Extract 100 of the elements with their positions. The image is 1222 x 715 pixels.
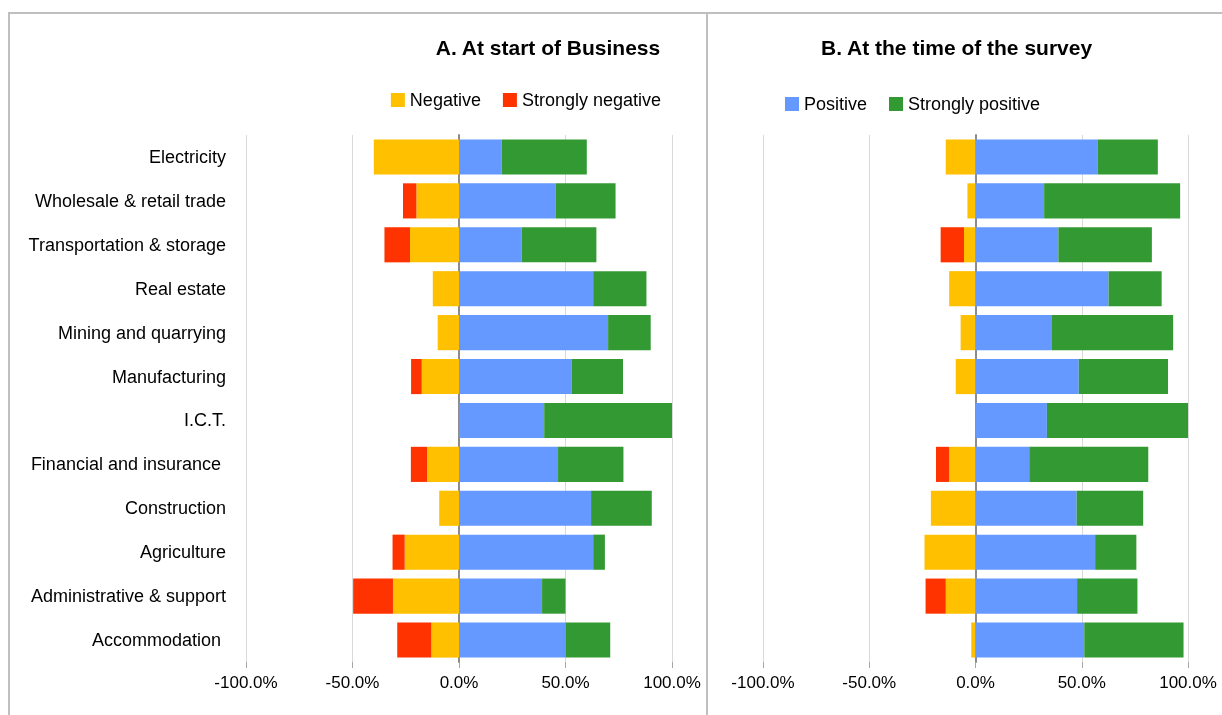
x-tick-label: 50.0% <box>541 673 590 692</box>
bar <box>975 358 1079 395</box>
bar <box>1084 622 1184 658</box>
legend-label: Negative <box>409 90 481 110</box>
bar <box>459 315 609 351</box>
bar <box>571 358 624 395</box>
bar <box>558 446 624 482</box>
bar <box>975 227 1059 263</box>
bar <box>975 534 1096 570</box>
x-tick-label: -100.0% <box>731 673 795 692</box>
bar <box>432 271 459 307</box>
bar <box>1076 490 1144 526</box>
bar <box>437 315 459 351</box>
bar <box>459 139 502 175</box>
bar <box>975 578 1078 614</box>
bar <box>949 446 976 482</box>
y-tick-label: Wholesale & retail trade <box>34 190 226 211</box>
bar <box>945 139 976 175</box>
y-tick-label: Manufacturing <box>111 366 226 387</box>
bar <box>945 578 976 614</box>
bar <box>384 227 411 263</box>
bar <box>1077 578 1138 614</box>
y-tick-label: I.C.T. <box>183 410 226 431</box>
x-tick-label: -50.0% <box>842 673 897 692</box>
legend-label: Strongly negative <box>521 90 662 110</box>
bar <box>1046 402 1188 439</box>
bar <box>1097 139 1158 175</box>
bar <box>542 578 566 614</box>
legend-label: Positive <box>804 94 868 114</box>
bar <box>565 622 611 658</box>
bar <box>955 358 976 395</box>
bar <box>935 446 950 482</box>
bar <box>608 315 651 351</box>
bar <box>459 578 543 614</box>
legend-label: Strongly positive <box>908 94 1041 114</box>
bar <box>410 446 428 482</box>
y-tick-label: Agriculture <box>139 542 226 563</box>
bar <box>975 490 1077 526</box>
bar <box>924 534 976 570</box>
bar <box>971 622 976 658</box>
bar <box>925 578 946 614</box>
bar <box>353 578 393 614</box>
bar <box>964 227 976 263</box>
bar <box>593 534 605 570</box>
bar <box>1108 271 1162 307</box>
y-tick-label: Electricity <box>148 146 226 167</box>
bar <box>1029 446 1149 482</box>
bar <box>402 183 417 219</box>
bar <box>975 446 1030 482</box>
x-tick-label: 100.0% <box>1159 673 1217 692</box>
bar <box>421 358 459 395</box>
y-tick-label: Real estate <box>134 278 226 299</box>
bar <box>1095 534 1137 570</box>
bar <box>967 183 976 219</box>
bar <box>373 139 459 175</box>
y-tick-label: Mining and quarrying <box>57 322 226 343</box>
x-tick-label: 100.0% <box>643 673 701 692</box>
bar <box>1078 358 1169 395</box>
bar <box>975 271 1109 307</box>
bar <box>949 271 976 307</box>
x-tick-label: -50.0% <box>325 673 380 692</box>
x-tick-label: 0.0% <box>956 673 995 692</box>
bar <box>459 227 522 263</box>
y-tick-label: Financial and insurance <box>30 454 226 475</box>
bar <box>410 227 459 263</box>
bar <box>975 183 1045 219</box>
bar <box>975 622 1085 658</box>
x-tick-label: -100.0% <box>214 673 278 692</box>
y-tick-label: Construction <box>124 498 226 519</box>
bar <box>593 271 647 307</box>
bar <box>591 490 652 526</box>
chart-title: B. At the time of the survey <box>821 36 1093 59</box>
bar <box>1052 315 1174 351</box>
bar <box>555 183 616 219</box>
bar <box>459 183 556 219</box>
bar <box>1044 183 1181 219</box>
bar <box>459 446 559 482</box>
bar <box>940 227 965 263</box>
bar <box>404 534 459 570</box>
bar <box>397 622 432 658</box>
y-tick-label: Transportation & storage <box>28 234 226 255</box>
bar <box>392 578 459 614</box>
bar <box>459 271 594 307</box>
bar <box>411 358 422 395</box>
bar <box>544 402 672 439</box>
bar <box>459 402 545 439</box>
bar <box>960 315 976 351</box>
bar <box>930 490 976 526</box>
bar <box>439 490 459 526</box>
y-tick-label: Accommodation <box>91 630 226 651</box>
bar <box>459 534 594 570</box>
bar <box>459 622 566 658</box>
x-tick-label: 50.0% <box>1057 673 1106 692</box>
x-tick-label: 0.0% <box>439 673 479 692</box>
bar <box>459 358 572 395</box>
bar <box>975 139 1098 175</box>
bar <box>501 139 587 175</box>
bar <box>416 183 459 219</box>
bar <box>975 402 1047 439</box>
chart-title: A. At start of Business <box>435 36 661 59</box>
